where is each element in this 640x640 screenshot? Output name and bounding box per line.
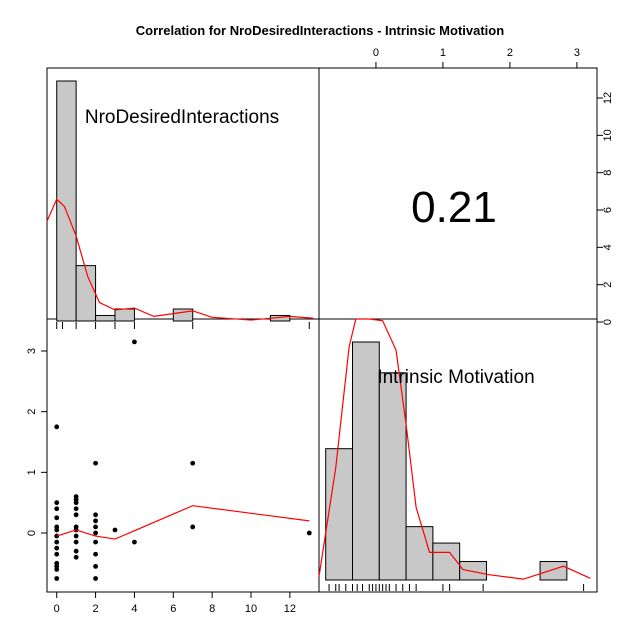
scatter-point [306, 530, 312, 536]
scatter-point [54, 567, 60, 572]
histogram-intrinsic-motivation [318, 318, 591, 591]
scatter-point [112, 527, 118, 533]
top-axis-tick-label: 0 [373, 47, 379, 59]
scatter-point [93, 539, 98, 545]
scatter-point [54, 500, 60, 506]
histogram-bar [325, 448, 353, 581]
right-axis-tick-label: 2 [602, 282, 614, 288]
right-axis-tick-label: 0 [602, 319, 614, 325]
bottom-axis-tick-label: 4 [131, 603, 137, 615]
scatter-plot [54, 339, 312, 581]
panel-frame-2 [46, 318, 320, 593]
scatter-point [93, 530, 98, 536]
lowess-line [56, 505, 310, 540]
scatter-point [54, 551, 60, 557]
scatter-point [73, 533, 79, 539]
scatter-point [54, 576, 60, 581]
scatter-point [73, 512, 79, 518]
bottom-axis-tick-label: 2 [93, 603, 99, 615]
density-line [318, 318, 591, 580]
histogram-bar [95, 314, 116, 322]
histogram-bar [432, 542, 461, 581]
correlation-value: 0.21 [411, 183, 497, 232]
histogram-bar [459, 561, 487, 581]
bottom-axis-tick-label: 10 [245, 603, 257, 615]
right-axis-tick-label: 6 [602, 207, 614, 213]
bottom-axis-tick-label: 12 [284, 603, 296, 615]
histogram-bar [56, 80, 77, 322]
panel-frames [46, 67, 598, 593]
histogram-bar [405, 526, 434, 581]
scatter-point [54, 515, 60, 521]
scatter-point [190, 524, 196, 530]
histogram-bar [75, 265, 97, 322]
scatter-point [93, 576, 98, 581]
top-axis-tick-label: 3 [574, 47, 580, 59]
top-axis-tick-label: 1 [440, 47, 446, 59]
left-axis-tick-label: 1 [26, 469, 38, 475]
scatter-point [93, 518, 98, 524]
right-axis-tick-label: 8 [602, 170, 614, 176]
scatter-point [73, 539, 79, 545]
scatter-point [73, 548, 79, 554]
bottom-axis-tick-label: 0 [54, 603, 60, 615]
scatter-point [54, 545, 60, 551]
scatter-point [93, 524, 98, 530]
histogram-bar [114, 308, 135, 322]
histogram-bar [539, 561, 568, 581]
variable-label-nrodesiredinteractions: NroDesiredInteractions [85, 107, 279, 128]
scatter-point [54, 527, 60, 533]
bottom-axis-tick-label: 6 [170, 603, 176, 615]
scatter-point [73, 506, 79, 512]
scatter-point [93, 551, 98, 557]
right-axis-tick-label: 10 [602, 129, 614, 141]
right-axis-tick-label: 4 [602, 244, 614, 250]
scatter-point [73, 500, 79, 506]
variable-label-intrinsic-motivation: Intrinsic Motivation [377, 367, 534, 388]
scatter-point [73, 554, 79, 560]
density-line [46, 198, 314, 321]
scatter-point [54, 424, 60, 430]
histogram-bar [378, 372, 407, 581]
panel-frame-3 [318, 318, 598, 593]
scatter-point [93, 563, 98, 569]
chart-title: Correlation for NroDesiredInteractions -… [136, 23, 504, 38]
left-axis-tick-label: 3 [26, 348, 38, 354]
scatter-point [93, 512, 98, 518]
scatter-point [190, 460, 196, 466]
left-axis-tick-label: 0 [26, 530, 38, 536]
left-axis-tick-label: 2 [26, 409, 38, 415]
scatter-point [54, 539, 60, 545]
bottom-axis-tick-label: 8 [209, 603, 215, 615]
histogram-nrodesiredinteractions [46, 80, 314, 329]
top-axis-tick-label: 2 [507, 47, 513, 59]
scatter-point [132, 539, 137, 545]
scatter-point [132, 339, 137, 345]
scatter-point [93, 460, 98, 466]
scatter-point [54, 506, 60, 512]
histogram-bar [351, 341, 380, 581]
right-axis-tick-label: 12 [602, 92, 614, 104]
